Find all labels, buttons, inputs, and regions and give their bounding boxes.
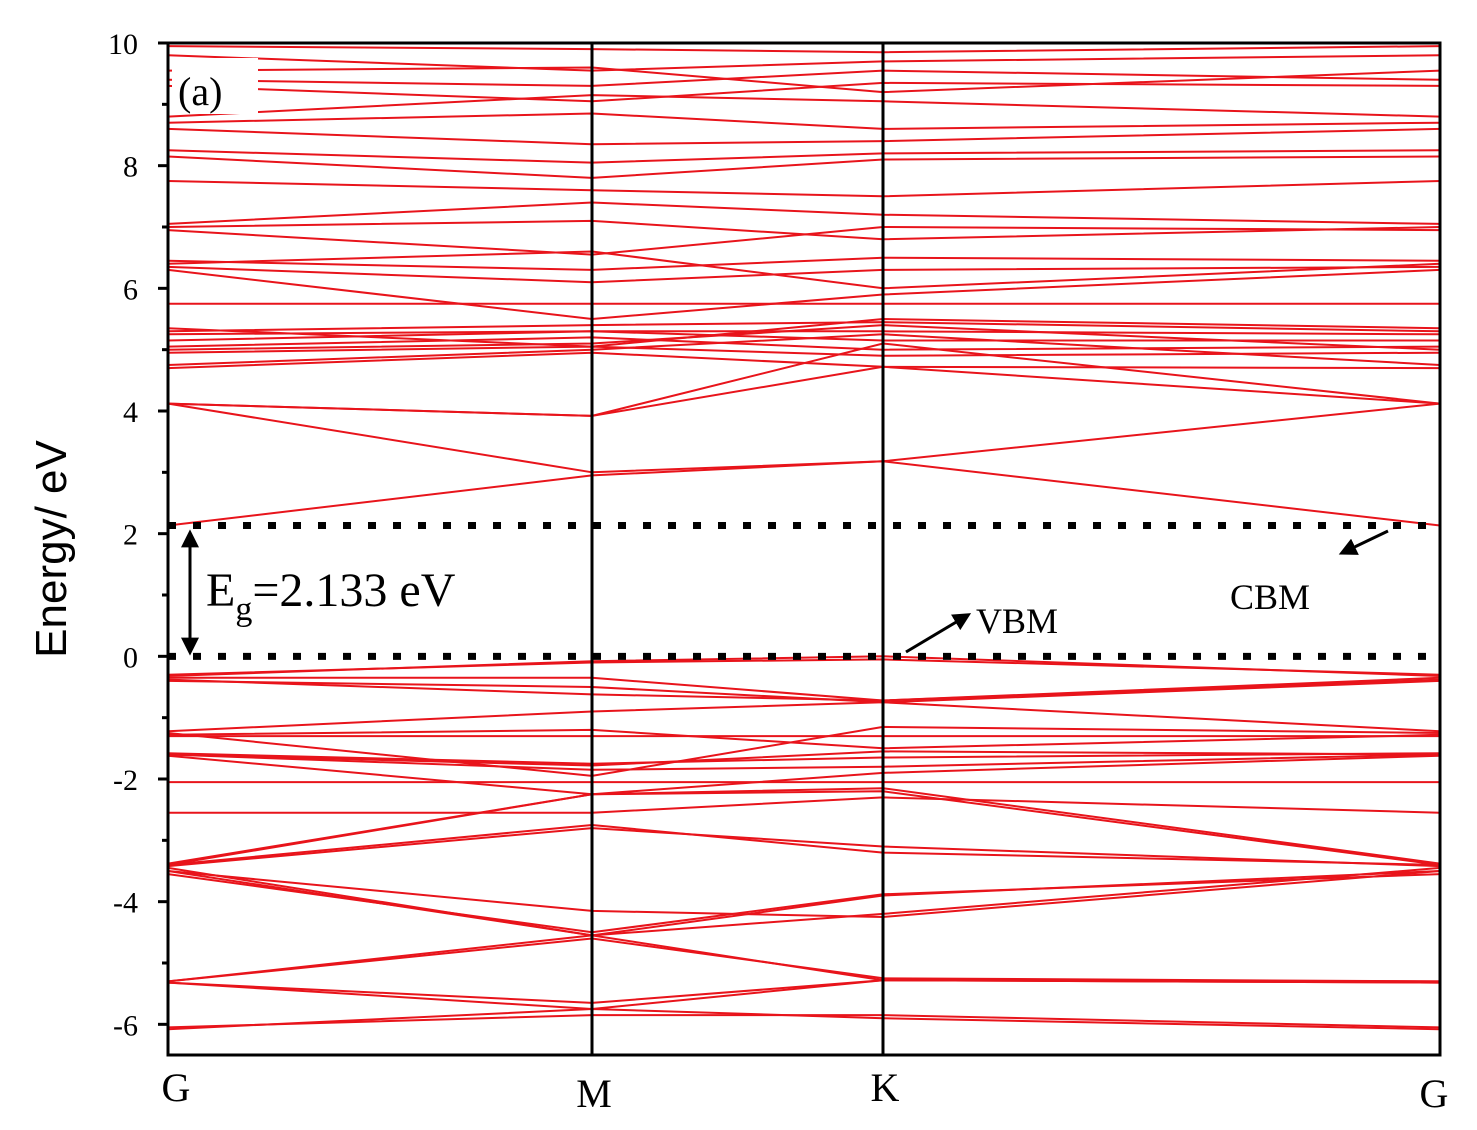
- band-line-58: [168, 66, 1440, 94]
- band-line-7: [168, 870, 1440, 937]
- band-line-9: [168, 866, 1440, 937]
- band-line-57: [168, 69, 1440, 87]
- band-line-35: [168, 345, 1440, 357]
- band-line-40: [168, 321, 1440, 333]
- band-line-1: [168, 1014, 1440, 1029]
- bands-layer: [168, 45, 1440, 1031]
- band-line-19: [168, 752, 1440, 765]
- y-tick-label: 0: [123, 641, 138, 674]
- panel-label: (a): [178, 69, 222, 114]
- band-line-24: [168, 679, 1440, 704]
- plot-frame: [166, 41, 1442, 1057]
- y-tick-label: -2: [113, 764, 138, 797]
- band-line-10: [168, 827, 1440, 868]
- band-line-48: [168, 219, 1440, 241]
- vbm-label: VBM: [976, 601, 1058, 641]
- band-line-21: [168, 728, 1440, 750]
- band-line-39: [168, 330, 1440, 336]
- y-axis: -6 -4 -2 0 2 4 6 8 10: [108, 28, 168, 1042]
- cbm-annotation: CBM: [1230, 529, 1389, 617]
- y-tick-label: 6: [123, 273, 138, 306]
- band-line-34: [168, 333, 1440, 366]
- band-line-29: [168, 460, 1440, 527]
- band-line-28: [168, 658, 1440, 676]
- band-line-53: [168, 127, 1440, 146]
- panel-label-box: (a): [172, 58, 258, 114]
- x-kpoint-label: M: [576, 1071, 612, 1116]
- band-line-46: [168, 256, 1440, 271]
- band-line-17: [168, 753, 1440, 771]
- band-line-30: [168, 402, 1440, 474]
- y-tick-label: 8: [123, 151, 138, 184]
- y-axis-title: Energy/ eV: [27, 440, 76, 658]
- band-line-56: [168, 81, 1440, 103]
- band-line-33: [168, 351, 1440, 370]
- band-line-8: [168, 870, 1440, 919]
- band-line-54: [168, 112, 1440, 130]
- y-tick-label: 4: [123, 396, 138, 429]
- band-line-22: [168, 725, 1440, 777]
- band-line-18: [168, 750, 1440, 767]
- band-line-59: [168, 54, 1440, 72]
- band-line-52: [168, 149, 1440, 164]
- x-kpoint-label: G: [1420, 1071, 1449, 1116]
- band-line-41: [168, 317, 1440, 348]
- band-line-55: [168, 94, 1440, 118]
- band-line-23: [168, 701, 1440, 733]
- y-tick-label: -6: [113, 1009, 138, 1042]
- band-line-0: [168, 1007, 1440, 1031]
- band-line-36: [168, 324, 1440, 351]
- band-line-14: [168, 796, 1440, 814]
- band-line-37: [168, 336, 1440, 351]
- band-gap-label: Eg=2.133 eV: [206, 564, 456, 628]
- band-line-16: [168, 754, 1440, 796]
- cbm-arrow: [1338, 529, 1389, 555]
- band-line-13: [168, 787, 1440, 865]
- band-line-47: [168, 225, 1440, 256]
- band-gap-annotation: Eg=2.133 eV: [181, 529, 456, 656]
- band-line-32: [168, 342, 1440, 417]
- band-line-45: [168, 250, 1440, 290]
- band-line-2: [168, 979, 1440, 1004]
- band-line-44: [168, 265, 1440, 284]
- kpoint-lines: [590, 43, 885, 1055]
- band-line-60: [168, 45, 1440, 54]
- vbm-annotation: VBM: [905, 601, 1058, 654]
- band-line-11: [168, 823, 1440, 866]
- band-line-51: [168, 155, 1440, 179]
- y-tick-label: 10: [108, 28, 138, 61]
- band-line-4: [168, 934, 1440, 983]
- x-kpoint-label: K: [871, 1065, 900, 1110]
- band-line-49: [168, 201, 1440, 225]
- cbm-label: CBM: [1230, 577, 1310, 617]
- band-line-38: [168, 330, 1440, 342]
- band-line-50: [168, 180, 1440, 198]
- band-line-5: [168, 937, 1440, 983]
- band-line-26: [168, 676, 1440, 702]
- band-line-3: [168, 979, 1440, 1011]
- band-line-43: [168, 268, 1440, 321]
- x-kpoint-label: G: [162, 1065, 191, 1110]
- y-tick-label: -4: [113, 887, 138, 920]
- vbm-arrow: [905, 613, 972, 654]
- y-tick-label: 2: [123, 519, 138, 552]
